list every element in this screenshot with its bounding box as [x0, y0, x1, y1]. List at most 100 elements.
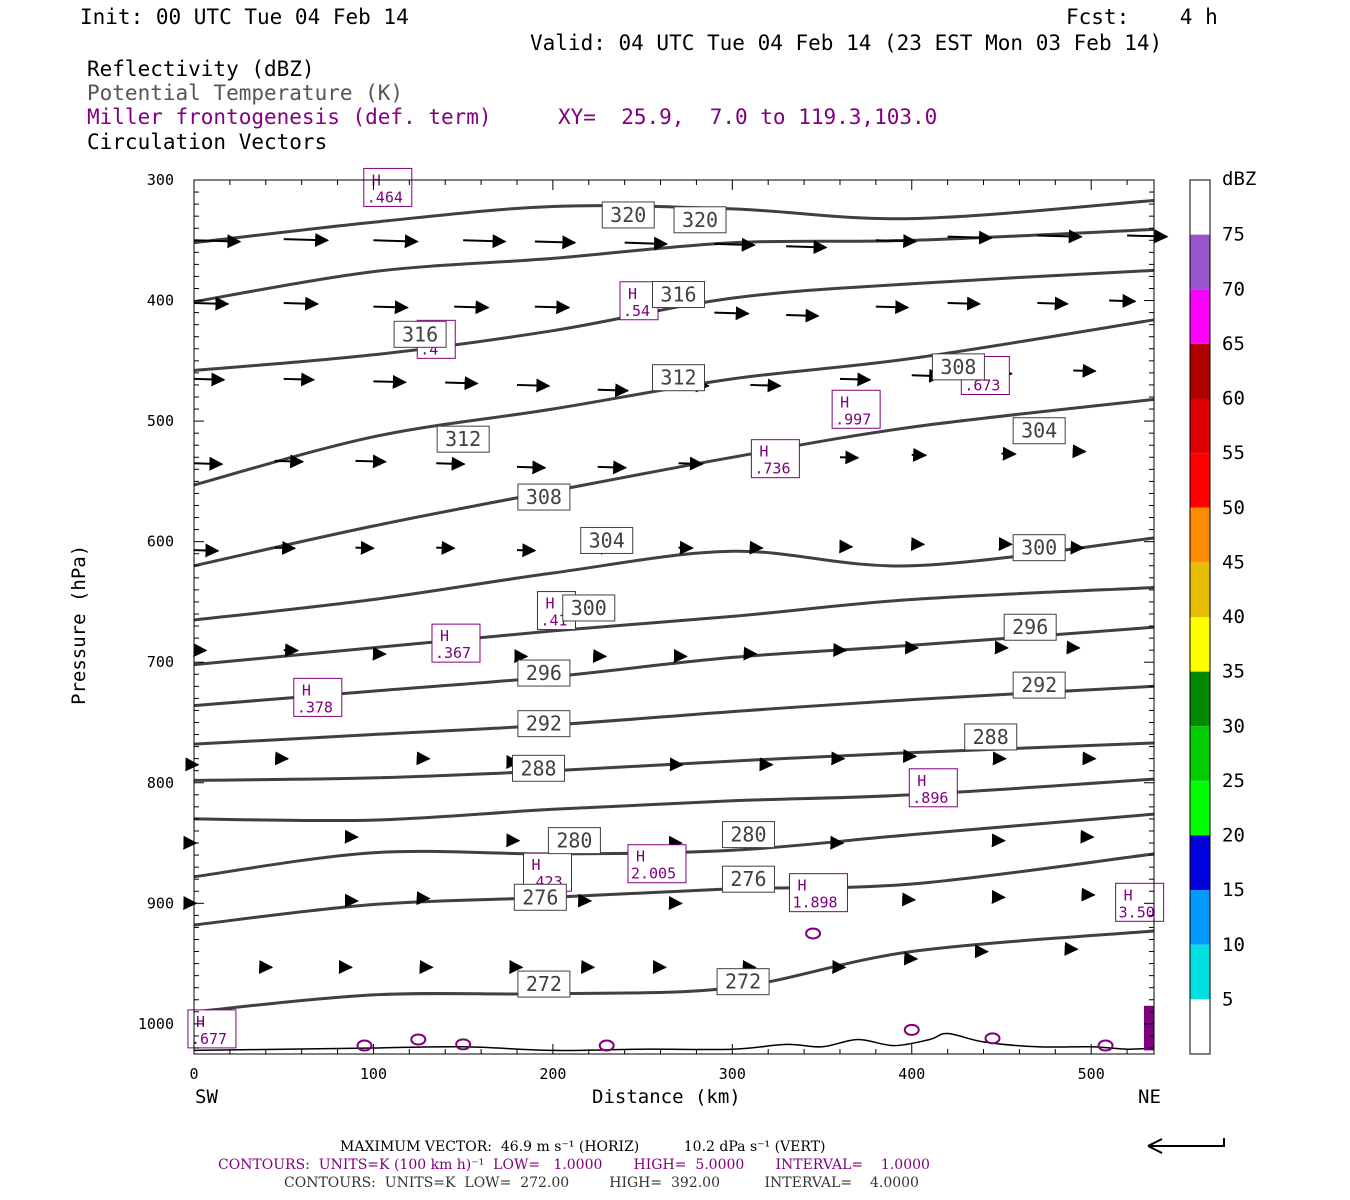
theta-contour-288	[193, 684, 1155, 746]
frontogenesis-max-value: .673	[964, 376, 1000, 394]
colorbar-segment	[1190, 343, 1210, 399]
circulation-vector	[875, 300, 910, 315]
frontogenesis-max-marker: H	[1124, 886, 1133, 904]
circulation-vector	[283, 372, 316, 387]
colorbar-tick-label: 25	[1222, 770, 1245, 792]
theta-contour-label: 300	[1021, 536, 1057, 560]
frontogenesis-max-value: 2.005	[631, 865, 676, 883]
theta-contour-label: 280	[556, 829, 592, 853]
theta-label-box	[436, 425, 490, 453]
theta-contour-label: 320	[610, 203, 646, 227]
x-tick-label: 100	[360, 1065, 387, 1083]
colorbar-segment	[1190, 780, 1210, 836]
y-tick-label: 700	[147, 653, 174, 671]
theta-label-box	[673, 206, 727, 234]
theta-contour-284	[193, 741, 1155, 782]
frontogenesis-max-value: 1.898	[792, 894, 837, 912]
frontogenesis-contour	[455, 1038, 472, 1051]
field-frontogenesis: Miller frontogenesis (def. term)	[87, 105, 492, 129]
frontogenesis-max-value: .41	[540, 612, 567, 630]
theta-label-box	[393, 320, 447, 348]
circulation-vector	[678, 456, 704, 471]
theta-label-box	[513, 883, 567, 911]
frontogenesis-max-value: .997	[835, 410, 871, 428]
theta-contour-300	[193, 536, 1155, 622]
frontogenesis-max-marker: H	[531, 856, 540, 874]
circulation-vector	[597, 383, 630, 398]
theta-label-box	[580, 526, 634, 554]
x-tick-label: 0	[189, 1065, 198, 1083]
colorbar-tick-label: 65	[1222, 333, 1245, 355]
circulation-vector	[597, 460, 628, 475]
theta-contour-label: 316	[660, 283, 696, 307]
frontogenesis-max-value: .378	[297, 698, 333, 716]
theta-contour-268	[193, 929, 1155, 1014]
circulation-vector	[750, 378, 782, 393]
frontogenesis-max-value: .54	[623, 302, 650, 320]
x-tick-label: 500	[1078, 1065, 1105, 1083]
frontogenesis-max-value: .367	[435, 644, 471, 662]
theta-label-box	[601, 201, 655, 229]
y-tick-label: 800	[147, 774, 174, 792]
theta-label-box	[547, 827, 601, 855]
theta-label-box	[721, 821, 775, 849]
x-right-end-label: NE	[1138, 1086, 1161, 1108]
frontogenesis-max-box	[627, 844, 687, 884]
theta-label-box	[517, 483, 571, 511]
colorbar-tick-label: 50	[1222, 497, 1245, 519]
theta-label-box	[517, 970, 571, 998]
circulation-vector	[875, 234, 918, 249]
theta-label-box	[1012, 417, 1066, 445]
y-axis-title: Pressure (hPa)	[68, 544, 90, 705]
circulation-vector	[947, 230, 994, 245]
circulation-vector	[193, 543, 220, 558]
circulation-vector	[947, 296, 982, 311]
theta-contour-label: 304	[589, 528, 625, 552]
theta-contour-label: 288	[973, 725, 1009, 749]
theta-contour-304	[193, 397, 1155, 568]
circulation-vector	[534, 235, 577, 250]
colorbar-tick-label: 40	[1222, 606, 1245, 628]
colorbar-tick-label: 35	[1222, 661, 1245, 683]
frontogenesis-max-marker: H	[759, 443, 768, 461]
circulation-vector	[355, 454, 387, 469]
theta-contour-280	[193, 777, 1155, 823]
circulation-vector	[436, 456, 466, 471]
max-vector-note: MAXIMUM VECTOR: 46.9 m s⁻¹ (HORIZ) 10.2 …	[340, 1139, 826, 1155]
frontogenesis-max-marker: H	[917, 772, 926, 790]
theta-contour-label: 276	[522, 885, 558, 909]
y-tick-label: 1000	[138, 1015, 174, 1033]
frontogenesis-max-box	[750, 439, 800, 479]
valid-time: Valid: 04 UTC Tue 04 Feb 14 (23 EST Mon …	[530, 31, 1163, 55]
theta-contour-label: 288	[520, 756, 556, 780]
circulation-vector	[839, 372, 872, 387]
cross-section-endpoints: XY= 25.9, 7.0 to 119.3,103.0	[558, 105, 938, 129]
frontogenesis-max-marker: H	[628, 285, 637, 303]
theta-label-box	[1012, 534, 1066, 562]
colorbar-tick-label: 5	[1222, 988, 1233, 1010]
frontogenesis-contour	[410, 1033, 427, 1046]
frontogenesis-contour	[805, 927, 822, 940]
colorbar-segment	[1190, 234, 1210, 290]
reference-vector-arrow	[1147, 1138, 1225, 1154]
colorbar-segment	[1190, 453, 1210, 508]
theta-contour-label: 276	[730, 867, 766, 891]
theta-contour-note: CONTOURS: UNITS=K LOW= 272.00 HIGH= 392.…	[284, 1175, 919, 1191]
terrain-surface-line	[193, 1032, 1155, 1052]
frontogenesis-max-marker: H	[840, 393, 849, 411]
theta-contour-label: 316	[402, 322, 438, 346]
theta-label-box	[517, 710, 571, 738]
frontogenesis-contour	[1144, 1005, 1154, 1051]
colorbar-segment	[1190, 562, 1210, 617]
circulation-vector	[1073, 363, 1097, 378]
theta-contour-label: 312	[445, 427, 481, 451]
circulation-vector	[463, 234, 507, 249]
x-tick-label: 300	[719, 1065, 746, 1083]
frontogenesis-max-box	[619, 281, 659, 321]
colorbar-segment	[1190, 835, 1210, 891]
theta-contour-label: 272	[526, 972, 562, 996]
forecast-hour: Fcst: 4 h	[1066, 5, 1218, 29]
theta-contour-label: 272	[725, 970, 761, 994]
colorbar-segment	[1190, 180, 1210, 235]
x-left-end-label: SW	[195, 1086, 218, 1108]
